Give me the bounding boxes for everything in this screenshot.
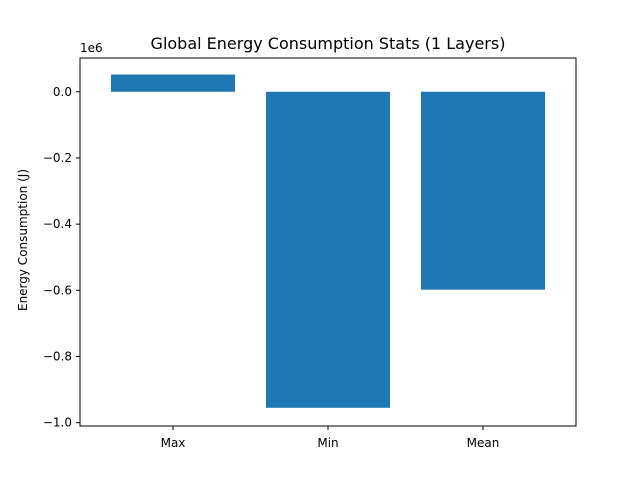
x-tick-label: Min	[317, 436, 338, 450]
y-tick-label: −0.2	[43, 151, 72, 165]
chart-title: Global Energy Consumption Stats (1 Layer…	[151, 34, 506, 53]
y-tick-label: −0.6	[43, 283, 72, 297]
x-ticks-group: Max Min Mean	[161, 426, 500, 450]
x-tick-label: Max	[161, 436, 186, 450]
plot-frame	[79, 57, 577, 427]
y-ticks-group: −1.0 −0.8 −0.6 −0.4 −0.2 0.0	[43, 85, 80, 430]
y-axis-offset-label: 1e6	[80, 41, 103, 55]
y-tick-label: −0.8	[43, 350, 72, 364]
bar-mean	[421, 91, 545, 290]
x-tick-label: Mean	[467, 436, 500, 450]
y-tick-label: 0.0	[53, 85, 72, 99]
y-axis-label: Energy Consumption (J)	[16, 169, 30, 311]
bars-group	[111, 74, 545, 408]
y-tick-label: −0.4	[43, 217, 72, 231]
y-tick-label: −1.0	[43, 416, 72, 430]
bar-min	[266, 91, 390, 408]
bar-max	[111, 74, 235, 92]
